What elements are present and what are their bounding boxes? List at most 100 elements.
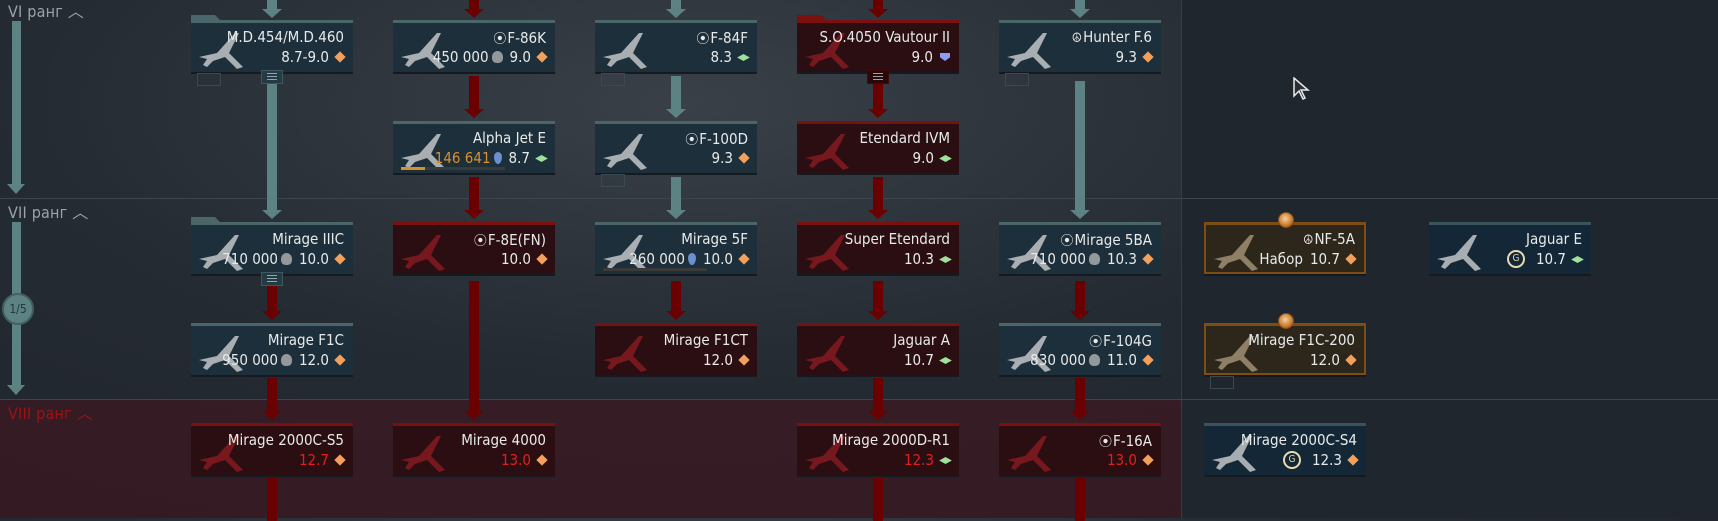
arrow-down-icon bbox=[666, 210, 686, 219]
research-points-icon bbox=[1088, 354, 1100, 366]
tree-link bbox=[671, 76, 681, 109]
aircraft-image-icon bbox=[805, 336, 849, 372]
arrow-down-icon bbox=[1070, 311, 1090, 320]
vehicle-card[interactable]: ⦿F-86K 450 000 9.0 bbox=[393, 20, 555, 72]
group-expand-button[interactable] bbox=[261, 70, 283, 84]
vehicle-card[interactable]: Jaguar A 10.7 bbox=[797, 323, 959, 375]
aircraft-image-icon bbox=[805, 134, 849, 170]
vehicle-card[interactable]: Mirage 2000C-S4 G 12.3 bbox=[1204, 423, 1366, 475]
vehicle-name: Etendard IVM bbox=[859, 129, 951, 147]
battle-rating: 10.7 bbox=[1309, 250, 1340, 268]
battle-rating: 10.3 bbox=[903, 250, 934, 268]
tree-link bbox=[1075, 378, 1085, 411]
tree-link bbox=[873, 0, 883, 9]
vehicle-card[interactable]: M.D.454/M.D.460 8.7-9.0 bbox=[191, 15, 353, 72]
arrow-down-icon bbox=[666, 9, 686, 18]
aircraft-image-icon bbox=[805, 436, 849, 472]
tree-link bbox=[1075, 0, 1085, 9]
tree-link bbox=[469, 0, 479, 9]
vehicle-card[interactable]: S.O.4050 Vautour II 9.0 bbox=[797, 15, 959, 72]
target-circle-icon: ⦿ bbox=[1098, 435, 1112, 450]
vehicle-card[interactable]: Mirage IIIC 710 000 10.0 bbox=[191, 217, 353, 274]
chevron-up-icon: ︿ bbox=[72, 203, 89, 222]
orange-diamond-icon bbox=[738, 354, 750, 366]
aircraft-image-icon bbox=[1007, 436, 1051, 472]
group-expand-button[interactable] bbox=[261, 272, 283, 286]
vehicle-card[interactable]: ⦿F-16A 13.0 bbox=[999, 423, 1161, 475]
orange-diamond-icon bbox=[738, 152, 750, 164]
vehicle-card[interactable]: Mirage F1C-200 12.0 bbox=[1204, 323, 1366, 375]
battle-rating: 9.0 bbox=[912, 149, 934, 167]
battle-rating: 12.7 bbox=[298, 451, 329, 469]
aircraft-image-icon bbox=[1007, 33, 1051, 69]
arrow-down-icon bbox=[464, 109, 484, 118]
aircraft-image-icon bbox=[1437, 235, 1481, 271]
tree-link bbox=[671, 0, 681, 9]
research-progress-bar bbox=[603, 268, 707, 271]
target-circle-icon: ⦿ bbox=[685, 133, 699, 148]
rank-page-indicator[interactable]: 1/5 bbox=[2, 293, 34, 325]
vehicle-card[interactable]: ⦿F-8E(FN) 10.0 bbox=[393, 222, 555, 274]
vehicle-card[interactable]: Mirage F1CT 12.0 bbox=[595, 323, 757, 375]
orange-diamond-icon bbox=[536, 454, 548, 466]
vehicle-card[interactable]: ☮Hunter F.6 9.3 bbox=[999, 20, 1161, 72]
crew-slot-icon bbox=[601, 73, 625, 86]
research-points-icon bbox=[280, 354, 292, 366]
vehicle-name: Mirage 2000C-S5 bbox=[227, 431, 344, 449]
vehicle-card[interactable]: ⦿Mirage 5BA 710 000 10.3 bbox=[999, 222, 1161, 274]
vehicle-name: ☮NF-5A bbox=[1302, 230, 1355, 248]
battle-rating: 8.3 bbox=[710, 48, 732, 66]
target-circle-icon: ⦿ bbox=[696, 32, 710, 47]
vehicle-card[interactable]: Alpha Jet E 146 641 8.7 bbox=[393, 121, 555, 173]
research-cost: 830 000 bbox=[1030, 351, 1086, 369]
battle-rating: 12.3 bbox=[903, 451, 934, 469]
vehicle-name: Mirage IIIC bbox=[272, 230, 344, 248]
vehicle-card[interactable]: Mirage 2000D-R1 12.3 bbox=[797, 423, 959, 475]
rank-vi-label[interactable]: VI ранг ︿ bbox=[8, 2, 84, 21]
research-points-icon bbox=[280, 253, 292, 265]
rank-viii-label[interactable]: VIII ранг ︿ bbox=[8, 404, 93, 423]
vehicle-card[interactable]: Mirage 5F 260 000 10.0 bbox=[595, 222, 757, 274]
vehicle-name: Mirage 2000D-R1 bbox=[832, 431, 950, 449]
research-cost: 450 000 bbox=[432, 48, 489, 66]
vehicle-card[interactable]: Super Etendard 10.3 bbox=[797, 222, 959, 274]
vehicle-card[interactable]: ☮NF-5A Набор 10.7 bbox=[1204, 222, 1366, 274]
research-progress-bar bbox=[401, 167, 505, 170]
vehicle-card[interactable]: ⦿F-84F 8.3 bbox=[595, 20, 757, 72]
arrow-down-icon bbox=[464, 9, 484, 18]
crew-slot-icon bbox=[601, 174, 625, 187]
vehicle-card[interactable]: Mirage F1C 950 000 12.0 bbox=[191, 323, 353, 375]
green-rhombus-icon bbox=[939, 255, 952, 263]
orange-diamond-icon bbox=[1345, 354, 1357, 366]
arrow-down-icon bbox=[1070, 411, 1090, 420]
tree-link bbox=[267, 378, 277, 411]
group-expand-button[interactable] bbox=[867, 70, 889, 84]
vehicle-card[interactable]: Mirage 4000 13.0 bbox=[393, 423, 555, 475]
vehicle-name: ☮Hunter F.6 bbox=[1071, 28, 1152, 46]
vehicle-name: Mirage 2000C-S4 bbox=[1240, 431, 1357, 449]
vehicle-name: Mirage F1C bbox=[267, 331, 344, 349]
vehicle-card[interactable]: Jaguar E G 10.7 bbox=[1429, 222, 1591, 274]
aircraft-image-icon bbox=[401, 235, 445, 271]
aircraft-image-icon bbox=[199, 33, 243, 69]
aircraft-image-icon bbox=[603, 336, 647, 372]
tree-link bbox=[267, 0, 277, 9]
orange-diamond-icon bbox=[536, 253, 548, 265]
green-rhombus-icon bbox=[535, 154, 548, 162]
arrow-down-icon bbox=[7, 184, 25, 194]
vehicle-name: Mirage 4000 bbox=[461, 431, 546, 449]
vehicle-card[interactable]: Mirage 2000C-S5 12.7 bbox=[191, 423, 353, 475]
peace-circle-icon: ☮ bbox=[1071, 31, 1083, 46]
research-cost: 146 641 bbox=[434, 149, 491, 167]
tree-link bbox=[873, 177, 883, 210]
arrow-down-icon bbox=[868, 109, 888, 118]
blue-shield-icon bbox=[940, 53, 950, 61]
group-folder-tab bbox=[191, 217, 221, 223]
vehicle-card[interactable]: Etendard IVM 9.0 bbox=[797, 121, 959, 173]
arrow-down-icon bbox=[868, 210, 888, 219]
research-drop-icon bbox=[493, 152, 502, 164]
rank-vii-label[interactable]: VII ранг ︿ bbox=[8, 203, 89, 222]
aircraft-image-icon bbox=[603, 33, 647, 69]
vehicle-card[interactable]: ⦿F-104G 830 000 11.0 bbox=[999, 323, 1161, 375]
vehicle-card[interactable]: ⦿F-100D 9.3 bbox=[595, 121, 757, 173]
